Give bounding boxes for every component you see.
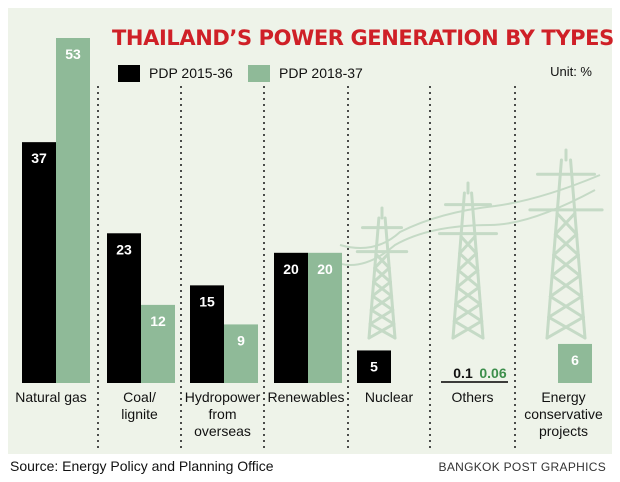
category-label: Energy conservative projects bbox=[524, 389, 603, 439]
power-pylon-icon bbox=[355, 206, 409, 340]
bar-pdp-2015 bbox=[22, 142, 56, 383]
pylon-leg-right bbox=[470, 191, 485, 340]
data-label: 37 bbox=[31, 150, 47, 166]
category-label-line: Energy bbox=[541, 389, 585, 405]
data-label: 6 bbox=[571, 352, 579, 368]
pylon-brace bbox=[552, 232, 579, 257]
category-label-line: Natural gas bbox=[15, 389, 87, 405]
data-label: 0.1 bbox=[453, 365, 473, 381]
bar-pdp-2018 bbox=[558, 343, 592, 383]
pylon-brace bbox=[456, 251, 478, 272]
category-label-line: projects bbox=[539, 423, 588, 439]
pylon-brace bbox=[370, 280, 392, 298]
legend-label-pdp-2015: PDP 2015-36 bbox=[149, 65, 233, 81]
pylon-brace bbox=[451, 319, 484, 340]
pylon-brace bbox=[368, 308, 395, 326]
pylon-brace bbox=[373, 252, 390, 270]
pylon-brace bbox=[545, 315, 585, 340]
category-label-line: overseas bbox=[194, 423, 251, 439]
category-label: Renewables bbox=[267, 389, 344, 405]
legend-item-pdp-2015: PDP 2015-36 bbox=[118, 64, 233, 82]
pylon-brace bbox=[547, 294, 584, 319]
bar-pdp-2015 bbox=[357, 350, 391, 383]
legend-label-pdp-2018: PDP 2018-37 bbox=[279, 65, 363, 81]
pylon-brace bbox=[367, 322, 396, 340]
data-label: 15 bbox=[199, 293, 215, 309]
pylon-brace bbox=[553, 211, 577, 236]
data-label: 53 bbox=[65, 46, 81, 62]
bar-pdp-2015 bbox=[274, 252, 308, 383]
pylon-brace bbox=[369, 294, 394, 312]
data-label: 20 bbox=[283, 261, 299, 277]
category-label-line: Others bbox=[451, 389, 493, 405]
pylon-brace bbox=[452, 302, 482, 323]
chart-title: THAILAND’S POWER GENERATION BY TYPES bbox=[112, 26, 614, 50]
legend-item-pdp-2018: PDP 2018-37 bbox=[248, 64, 363, 82]
category-label-line: Nuclear bbox=[365, 389, 414, 405]
bar-pdp-2018 bbox=[308, 252, 342, 383]
pylon-brace bbox=[458, 235, 477, 255]
power-pylon-icon bbox=[438, 181, 498, 340]
category-label-line: Coal/ bbox=[123, 389, 156, 405]
pylon-brace bbox=[550, 253, 580, 278]
legend-swatch-pdp-2018 bbox=[248, 64, 270, 82]
power-lines bbox=[329, 174, 601, 266]
category-label: Nuclear bbox=[365, 389, 414, 405]
category-label: Hydropower from overseas bbox=[185, 389, 261, 439]
pylon-brace bbox=[454, 285, 481, 306]
credit-line: BANGKOK POST GRAPHICS bbox=[438, 460, 606, 474]
pylon-brace bbox=[548, 274, 582, 298]
pylon-leg-right bbox=[569, 158, 587, 340]
category-label: Others bbox=[451, 389, 493, 405]
data-label: 0.06 bbox=[479, 365, 506, 381]
category-label: Natural gas bbox=[15, 389, 87, 405]
category-label: Coal/lignite bbox=[121, 389, 158, 422]
unit-label: Unit: % bbox=[550, 64, 592, 79]
data-label: 5 bbox=[370, 358, 378, 374]
bar-pdp-2018 bbox=[141, 304, 175, 383]
category-label-line: Renewables bbox=[267, 389, 344, 405]
legend-swatch-pdp-2015 bbox=[118, 64, 140, 82]
pylon-group bbox=[329, 148, 604, 340]
pylon-leg-left bbox=[451, 191, 466, 340]
pylon-brace bbox=[372, 266, 391, 284]
category-label-line: lignite bbox=[121, 406, 158, 422]
category-label-line: conservative bbox=[524, 406, 603, 422]
bar-pdp-2015 bbox=[107, 233, 141, 383]
bar-pdp-2018 bbox=[56, 38, 90, 383]
power-line bbox=[329, 189, 596, 266]
data-label: 20 bbox=[317, 261, 333, 277]
data-label: 23 bbox=[116, 241, 132, 257]
category-label-line: Hydropower bbox=[185, 389, 261, 405]
data-label: 12 bbox=[150, 313, 166, 329]
category-label-line: from bbox=[209, 406, 237, 422]
data-label: 9 bbox=[237, 332, 245, 348]
pylon-brace bbox=[455, 268, 480, 289]
source-note: Source: Energy Policy and Planning Offic… bbox=[10, 458, 274, 474]
bar-pdp-2015 bbox=[190, 285, 224, 383]
pylon-leg-right bbox=[383, 216, 397, 340]
bar-pdp-2018 bbox=[224, 324, 258, 383]
pylon-leg-left bbox=[367, 216, 381, 340]
power-line bbox=[339, 174, 601, 249]
